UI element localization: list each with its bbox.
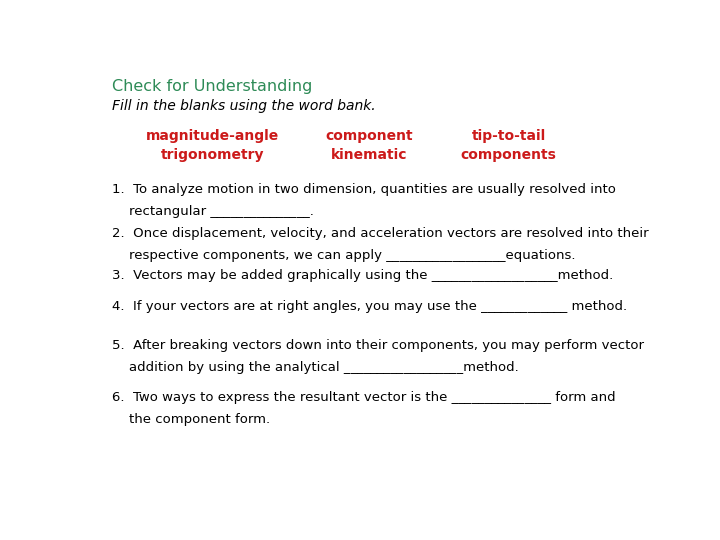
Text: the component form.: the component form. [112, 413, 271, 426]
Text: tip-to-tail: tip-to-tail [472, 129, 546, 143]
Text: Check for Understanding: Check for Understanding [112, 79, 312, 94]
Text: 3.  Vectors may be added graphically using the ___________________method.: 3. Vectors may be added graphically usin… [112, 268, 613, 281]
Text: magnitude-angle: magnitude-angle [146, 129, 279, 143]
Text: components: components [461, 148, 557, 162]
Text: rectangular _______________.: rectangular _______________. [112, 205, 327, 218]
Text: 1.  To analyze motion in two dimension, quantities are usually resolved into: 1. To analyze motion in two dimension, q… [112, 183, 616, 197]
Text: Fill in the blanks using the word bank.: Fill in the blanks using the word bank. [112, 99, 376, 113]
Text: 6.  Two ways to express the resultant vector is the _______________ form and: 6. Two ways to express the resultant vec… [112, 391, 616, 404]
Text: trigonometry: trigonometry [161, 148, 264, 162]
Text: 4.  If your vectors are at right angles, you may use the _____________ method.: 4. If your vectors are at right angles, … [112, 300, 627, 313]
Text: 2.  Once displacement, velocity, and acceleration vectors are resolved into thei: 2. Once displacement, velocity, and acce… [112, 227, 649, 240]
Text: component: component [325, 129, 413, 143]
Text: addition by using the analytical __________________method.: addition by using the analytical _______… [112, 361, 519, 374]
Text: respective components, we can apply __________________equations.: respective components, we can apply ____… [112, 248, 576, 261]
Text: 5.  After breaking vectors down into their components, you may perform vector: 5. After breaking vectors down into thei… [112, 339, 644, 352]
Text: kinematic: kinematic [330, 148, 408, 162]
